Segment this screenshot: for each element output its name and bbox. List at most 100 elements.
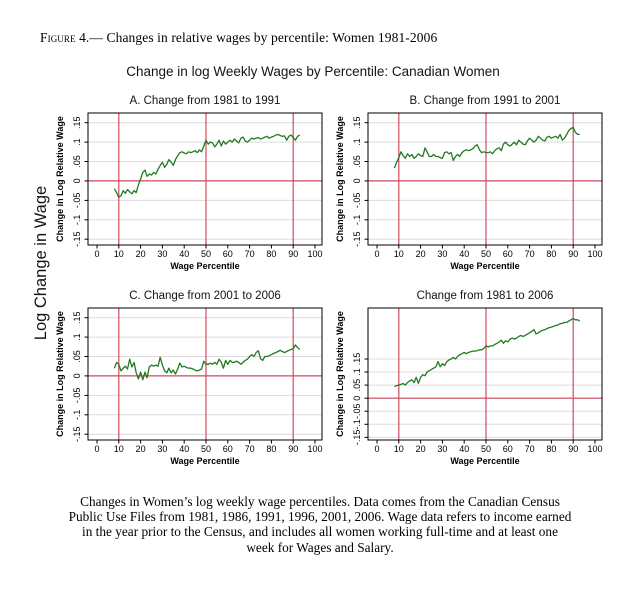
x-tick-label: 0 (374, 444, 379, 454)
x-axis-label: Wage Percentile (450, 456, 519, 466)
x-tick-label: 40 (179, 249, 189, 259)
x-tick-label: 10 (394, 249, 404, 259)
y-tick-label: -.1 (72, 410, 82, 421)
x-tick-label: 20 (136, 444, 146, 454)
panel-b-chart: 0 10 20 30 40 50 60 70 80 90 100 .15 .1 .05 0 -.05 -.1 -.… (335, 95, 603, 271)
plot-frame (367, 112, 603, 246)
y-tick-label: .05 (72, 155, 82, 168)
caption-line: Changes in Women’s log weekly wage perce… (80, 494, 560, 509)
panel-c-chart: 0 10 20 30 40 50 60 70 80 90 100 .15 .1 .05 0 -.05 -.1 -.… (55, 290, 323, 466)
x-tick-label: 40 (179, 444, 189, 454)
panel-title-b: B. Change from 1991 to 2001 (410, 95, 561, 107)
x-tick-label: 0 (374, 249, 379, 259)
figure-heading: Figure 4.— Changes in relative wages by … (40, 30, 437, 46)
x-tick-label: 30 (157, 444, 167, 454)
panel-title-d: Change from 1981 to 2006 (417, 290, 554, 302)
y-tick-label: .05 (352, 155, 362, 168)
x-tick-label: 80 (266, 249, 276, 259)
y-tick-label: .05 (352, 379, 362, 392)
panel-a-chart: 0 10 20 30 40 50 60 70 80 90 100 .15 .1 .05 0 -.05 -.1 -.… (55, 95, 323, 271)
x-tick-label: 50 (201, 249, 211, 259)
x-axis-label: Wage Percentile (170, 456, 239, 466)
y-tick-label: .15 (352, 116, 362, 129)
y-tick-label: -.15 (352, 430, 362, 446)
x-tick-label: 50 (481, 444, 491, 454)
x-tick-label: 10 (394, 444, 404, 454)
x-tick-label: 100 (307, 444, 322, 454)
x-tick-label: 20 (416, 249, 426, 259)
y-tick-label: 0 (352, 178, 362, 183)
x-tick-label: 90 (288, 444, 298, 454)
x-tick-label: 100 (307, 249, 322, 259)
y-tick-label: .1 (72, 333, 82, 341)
panel-d-chart: 0 10 20 30 40 50 60 70 80 90 100 .15 .1 .05 0 -.05-.1-.… (335, 290, 603, 466)
y-tick-label: .05 (72, 350, 82, 363)
panel-title-c: C. Change from 2001 to 2006 (129, 290, 281, 302)
figure-number: Figure 4.— (40, 30, 104, 45)
y-tick-label: .1 (352, 368, 362, 376)
x-tick-label: 80 (546, 249, 556, 259)
x-tick-label: 90 (288, 249, 298, 259)
y-tick-label: -.05 (72, 193, 82, 209)
figure-heading-text: Changes in relative wages by percentile:… (103, 30, 438, 45)
y-tick-label: -.05 (352, 403, 362, 419)
x-tick-label: 70 (245, 249, 255, 259)
y-tick-label: .15 (72, 311, 82, 324)
y-tick-label: -.1 (352, 215, 362, 226)
y-tick-label: .1 (72, 138, 82, 146)
x-tick-label: 100 (587, 444, 602, 454)
y-tick-label: -.15 (72, 231, 82, 247)
x-tick-label: 90 (568, 444, 578, 454)
caption-line: Public Use Files from 1981, 1986, 1991, … (68, 509, 572, 525)
plot-frame (87, 307, 323, 441)
x-axis-label: Wage Percentile (450, 261, 519, 271)
panel-title-a: A. Change from 1981 to 1991 (130, 95, 281, 107)
y-tick-label: -.05 (72, 388, 82, 404)
x-tick-label: 40 (459, 444, 469, 454)
y-axis-label: Change in Log Relative Wage (335, 116, 345, 242)
x-tick-label: 30 (437, 444, 447, 454)
plot-frame (87, 112, 323, 246)
plot-frame (367, 307, 603, 441)
y-tick-label: -.1 (352, 419, 362, 430)
outer-y-axis-label: Log Change in Wage (32, 185, 50, 341)
x-tick-label: 30 (157, 249, 167, 259)
y-tick-label: .15 (72, 116, 82, 129)
x-tick-label: 70 (245, 444, 255, 454)
y-tick-label: -.15 (72, 426, 82, 442)
y-axis-label: Change in Log Relative Wage (55, 116, 65, 242)
x-tick-label: 0 (94, 444, 99, 454)
series-line-a (113, 133, 301, 198)
y-tick-label: -.15 (352, 231, 362, 247)
y-axis-label: Change in Log Relative Wage (55, 311, 65, 437)
x-tick-label: 10 (114, 249, 124, 259)
figure-caption: Changes in Women’s log weekly wage perce… (0, 494, 640, 555)
x-tick-label: 60 (503, 249, 513, 259)
x-tick-label: 60 (223, 249, 233, 259)
x-tick-label: 30 (437, 249, 447, 259)
series-line-d (394, 317, 581, 388)
x-tick-label: 60 (503, 444, 513, 454)
y-tick-label: .1 (352, 138, 362, 146)
x-tick-label: 40 (459, 249, 469, 259)
x-tick-label: 70 (525, 249, 535, 259)
x-tick-label: 0 (94, 249, 99, 259)
chart-title: Change in log Weekly Wages by Percentile… (126, 64, 500, 79)
x-tick-label: 50 (201, 444, 211, 454)
x-tick-label: 60 (223, 444, 233, 454)
x-tick-label: 90 (568, 249, 578, 259)
x-tick-label: 100 (587, 249, 602, 259)
x-tick-label: 50 (481, 249, 491, 259)
y-tick-label: 0 (72, 178, 82, 183)
caption-line: in the year prior to the Census, and inc… (82, 524, 558, 540)
x-axis-label: Wage Percentile (170, 261, 239, 271)
y-tick-label: 0 (352, 396, 362, 401)
y-tick-label: 0 (72, 373, 82, 378)
y-tick-label: -.05 (352, 193, 362, 209)
series-line-c (113, 344, 301, 381)
x-tick-label: 80 (266, 444, 276, 454)
y-tick-label: -.1 (72, 215, 82, 226)
x-tick-label: 70 (525, 444, 535, 454)
y-tick-label: .15 (352, 353, 362, 366)
x-tick-label: 20 (136, 249, 146, 259)
